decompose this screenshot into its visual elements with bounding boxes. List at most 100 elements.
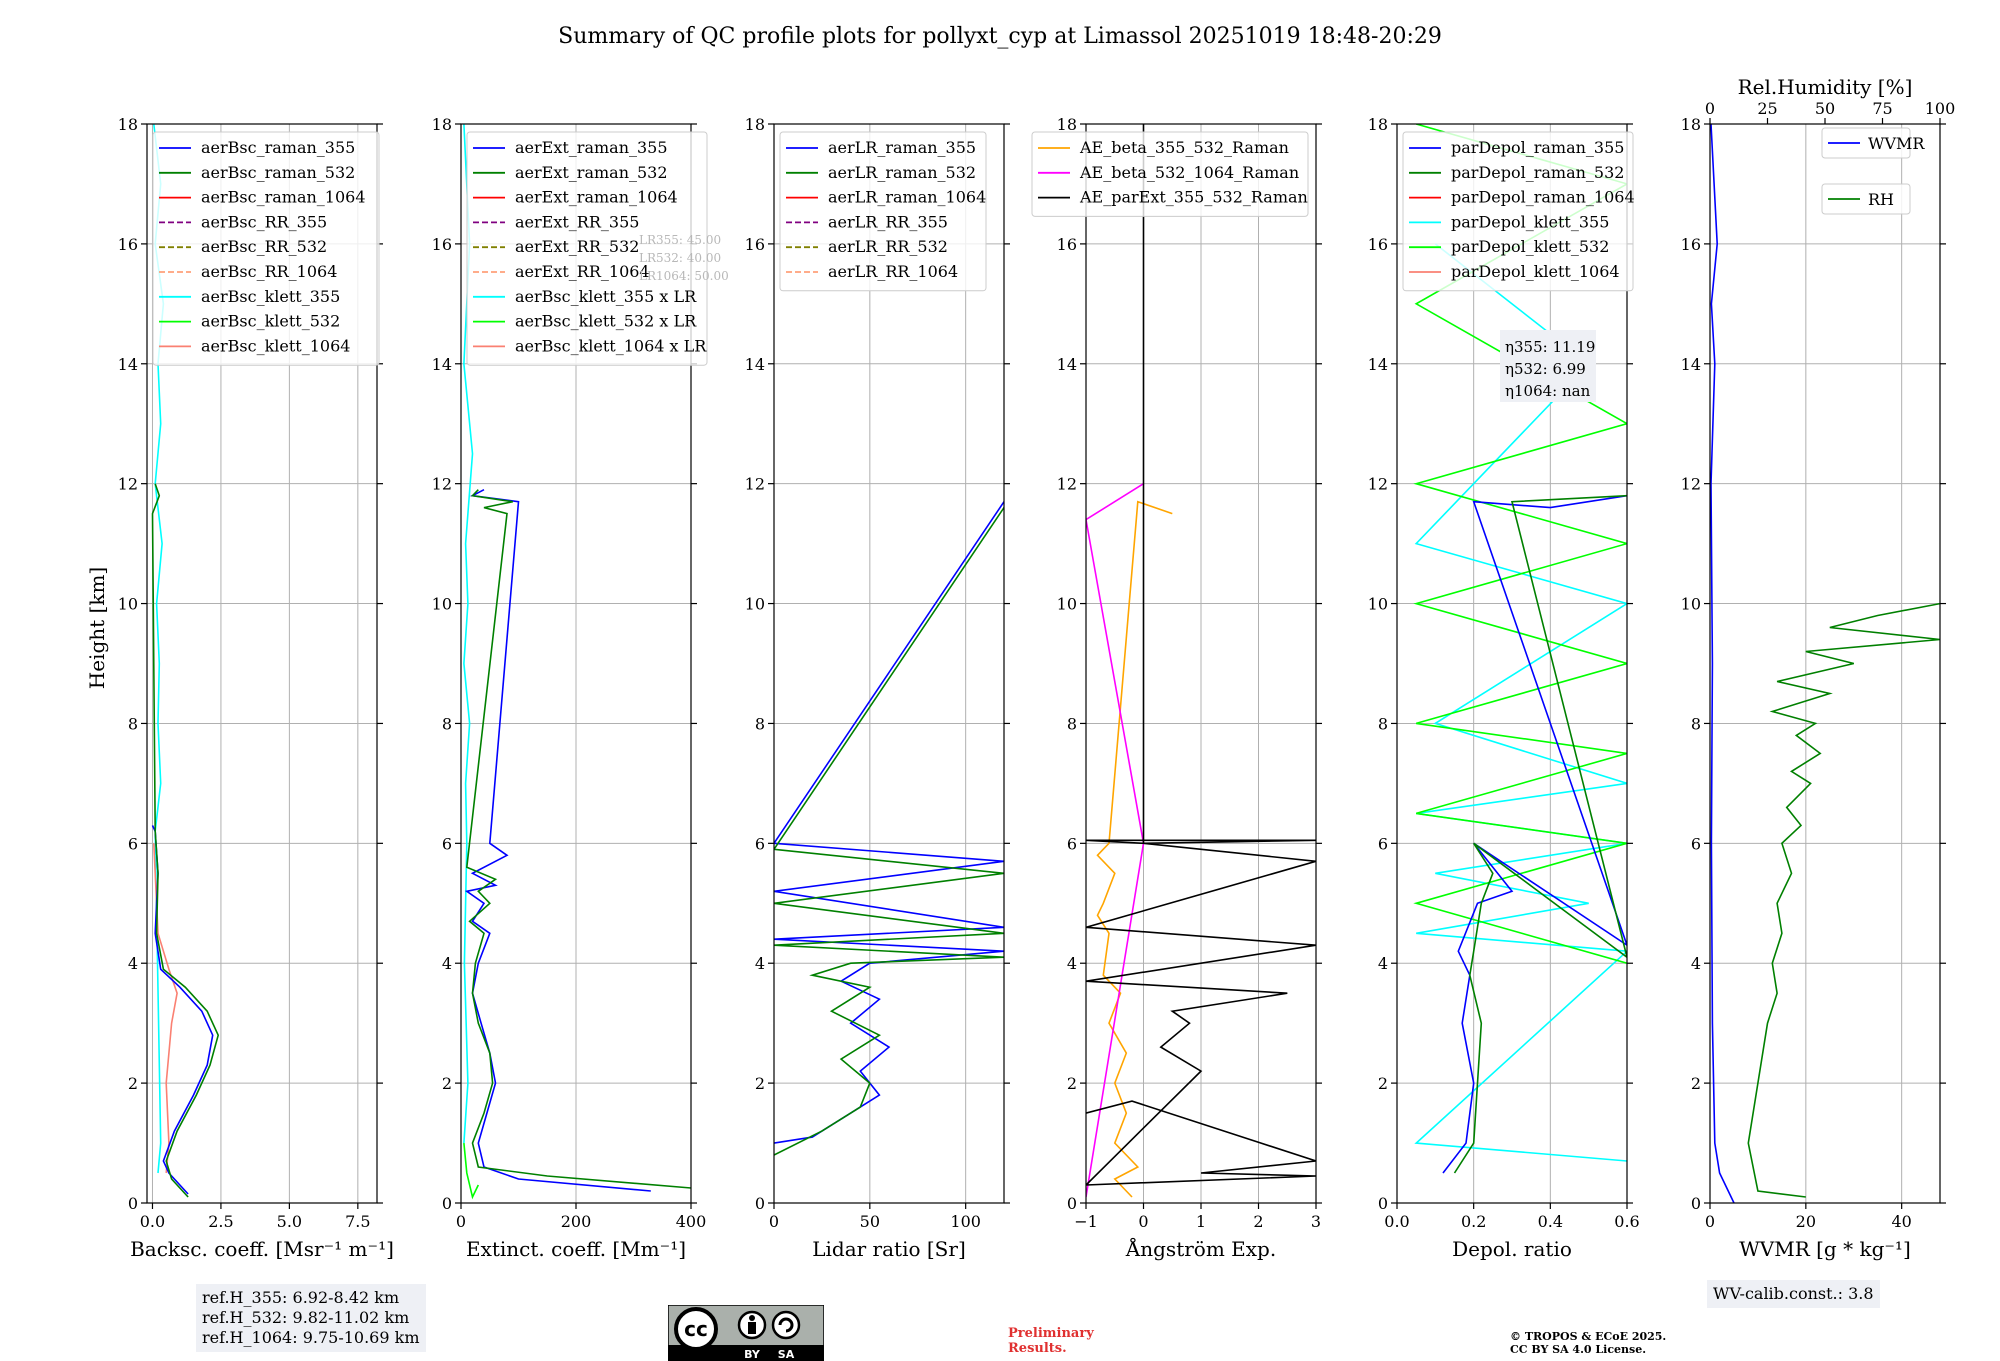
y-tick-label: 4 [442,954,452,973]
legend-label: aerLR_raman_532 [828,163,976,182]
legend-label: aerBsc_raman_355 [201,138,355,157]
y-tick-label: 8 [442,714,452,733]
legend: parDepol_raman_355 parDepol_raman_532 parD… [1402,131,1635,292]
x-tick-label: 0.4 [1538,1212,1563,1231]
x-axis-label: WVMR [g * kg⁻¹] [1739,1237,1911,1261]
series-aerBsc_raman_355 [151,825,214,1195]
series-WVMR [1710,124,1735,1203]
x-tick-label: 3 [1311,1212,1321,1231]
x-axis-label: Extinct. coeff. [Mm⁻¹] [466,1237,686,1261]
y-tick-label: 0 [1378,1194,1388,1213]
legend-label: aerExt_raman_355 [515,138,668,157]
y-tick-label: 12 [1057,475,1077,494]
legend: AE_beta_355_532_Raman AE_beta_532_1064_Ra… [1031,131,1309,217]
x-tick-label: 0.2 [1461,1212,1486,1231]
x-tick-label: 0.0 [1384,1212,1409,1231]
panel-depol: 0 2 4 6 8 10 12 14 16 18 0.0 0.2 0.4 0.6 Depol. ratio p… [1368,115,1640,1261]
y-tick-label: 8 [1378,714,1388,733]
y-tick-label: 8 [755,714,765,733]
top-x-tick-label: 75 [1872,99,1892,118]
series-aerExt_raman_532 [465,489,691,1189]
cc-icon [674,1307,718,1351]
legend-label: parDepol_raman_355 [1451,138,1624,157]
legend: aerLR_raman_355 aerLR_raman_532 aerLR_rama… [779,131,987,292]
y-tick-label: 16 [432,235,452,254]
legend-label: aerExt_RR_355 [515,212,639,231]
y-tick-label: 14 [745,355,765,374]
top-x-tick-label: 100 [1925,99,1956,118]
wv-calibration-box: WV-calib.const.: 3.8 [1707,1280,1880,1308]
y-tick-label: 4 [1378,954,1388,973]
y-tick-label: 6 [755,834,765,853]
y-tick-label: 2 [755,1074,765,1093]
lidar-ratio-label: LR355: 45.00 [639,233,721,247]
y-tick-label: 12 [432,475,452,494]
y-tick-label: 2 [128,1074,138,1093]
legend-label: AE_beta_532_1064_Raman [1079,163,1299,182]
y-tick-label: 2 [442,1074,452,1093]
y-axis-label: Height [km] [85,567,109,689]
y-tick-label: 14 [1681,355,1701,374]
y-tick-label: 2 [1378,1074,1388,1093]
top-x-tick-label: 25 [1757,99,1777,118]
x-tick-label: 2 [1253,1212,1263,1231]
legend-label: parDepol_klett_1064 [1451,262,1620,281]
series-parDepol_raman_355 [1442,494,1627,1174]
y-tick-label: 12 [1368,475,1388,494]
y-tick-label: 8 [1691,714,1701,733]
legend-label: AE_parExt_355_532_Raman [1079,188,1308,207]
x-tick-label: 400 [676,1212,707,1231]
x-axis-label: Ångström Exp. [1125,1236,1276,1261]
legend-label: aerBsc_RR_1064 [201,262,337,281]
plot-frame [1709,123,1941,1204]
y-tick-label: 10 [1368,595,1388,614]
series-aerExt_raman_355 [464,488,651,1192]
y-tick-label: 0 [1691,1194,1701,1213]
y-tick-label: 12 [745,475,765,494]
figure-title: Summary of QC profile plots for pollyxt_… [558,24,1442,49]
x-tick-label: 7.5 [345,1212,370,1231]
cc-text: cc [684,1317,708,1341]
ref-height-532: ref.H_532: 9.82-11.02 km [202,1308,410,1327]
reference-height-box: ref.H_355: 6.92-8.42 km ref.H_532: 9.82-… [196,1284,426,1352]
legend-label: aerLR_RR_1064 [828,262,958,281]
panel-ext: 0 2 4 6 8 10 12 14 16 18 0 200 400 Extinct. coeff. [M… [432,115,729,1261]
x-tick-label: 2.5 [208,1212,233,1231]
legend-label: aerLR_raman_355 [828,138,976,157]
legend-label: aerExt_RR_1064 [515,262,650,281]
eta-label: η355: 11.19 [1505,338,1595,356]
legend-label: aerExt_raman_1064 [515,188,678,207]
legend-label: aerExt_RR_532 [515,237,639,256]
plot-frame [146,123,378,1204]
y-tick-label: 10 [432,595,452,614]
series-aerLR_raman_355 [774,501,1004,1144]
y-tick-label: 6 [1067,834,1077,853]
series-parDepol_raman_532 [1453,494,1627,1174]
series-AE_beta_355_532_Raman [1096,500,1173,1198]
y-tick-label: 16 [745,235,765,254]
legend-label: aerBsc_klett_1064 x LR [515,336,707,355]
ref-height-355: ref.H_355: 6.92-8.42 km [202,1288,400,1307]
legend-label: aerBsc_RR_532 [201,237,327,256]
legend-label: AE_beta_355_532_Raman [1079,138,1289,157]
y-tick-label: 10 [1681,595,1701,614]
copyright-note: © TROPOS & ECoE 2025. CC BY SA 4.0 Licen… [1510,1330,1667,1356]
legend-label: aerBsc_klett_532 [201,312,340,331]
series-aerBsc_klett_532 x LR [463,1143,480,1200]
x-tick-label: 50 [860,1212,880,1231]
y-tick-label: 18 [1368,115,1388,134]
x-tick-label: 0 [769,1212,779,1231]
legend-label: aerLR_RR_532 [828,237,948,256]
x-tick-label: 0 [1138,1212,1148,1231]
legend-label: aerBsc_klett_355 [201,287,340,306]
x-tick-label: 5.0 [277,1212,302,1231]
y-tick-label: 16 [1681,235,1701,254]
legend-label: aerLR_RR_355 [828,212,948,231]
y-tick-label: 6 [128,834,138,853]
y-tick-label: 4 [755,954,765,973]
x-tick-label: 200 [561,1212,592,1231]
legend-label: parDepol_klett_532 [1451,237,1609,256]
sa-label: SA [778,1348,795,1361]
